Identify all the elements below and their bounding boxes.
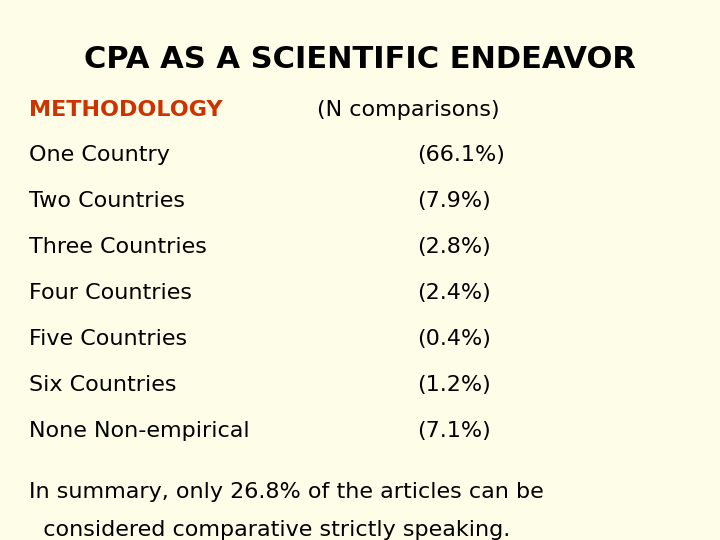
Text: (1.2%): (1.2%): [418, 375, 491, 395]
Text: Five Countries: Five Countries: [29, 329, 187, 349]
Text: Two Countries: Two Countries: [29, 191, 185, 211]
Text: Six Countries: Six Countries: [29, 375, 176, 395]
Text: (2.8%): (2.8%): [418, 237, 491, 257]
Text: (7.9%): (7.9%): [418, 191, 491, 211]
Text: None Non-empirical: None Non-empirical: [29, 421, 249, 441]
Text: Three Countries: Three Countries: [29, 237, 207, 257]
Text: In summary, only 26.8% of the articles can be: In summary, only 26.8% of the articles c…: [29, 482, 544, 502]
Text: (0.4%): (0.4%): [418, 329, 492, 349]
Text: (N comparisons): (N comparisons): [317, 100, 500, 120]
Text: (7.1%): (7.1%): [418, 421, 491, 441]
Text: considered comparative strictly speaking.: considered comparative strictly speaking…: [29, 519, 510, 539]
Text: (66.1%): (66.1%): [418, 145, 505, 165]
Text: METHODOLOGY: METHODOLOGY: [29, 100, 222, 120]
Text: (2.4%): (2.4%): [418, 283, 491, 303]
Text: One Country: One Country: [29, 145, 170, 165]
Text: CPA AS A SCIENTIFIC ENDEAVOR: CPA AS A SCIENTIFIC ENDEAVOR: [84, 45, 636, 74]
Text: Four Countries: Four Countries: [29, 283, 192, 303]
